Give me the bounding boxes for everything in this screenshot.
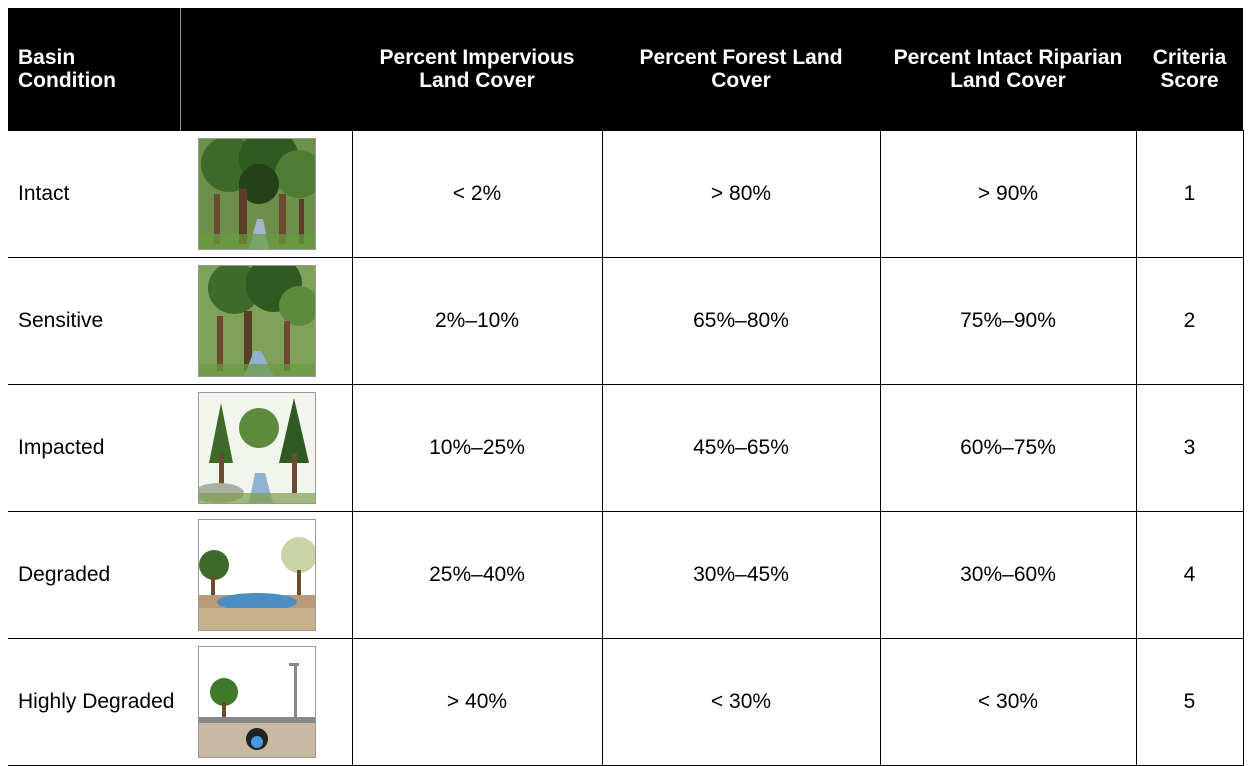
- riparian-cover: 30%–60%: [880, 511, 1137, 639]
- basin-illustration: [198, 519, 316, 631]
- impervious-cover: 2%–10%: [352, 257, 603, 385]
- impervious-cover: 25%–40%: [352, 511, 603, 639]
- criteria-score: 4: [1136, 511, 1244, 639]
- image-cell: [180, 257, 353, 385]
- header-cell: [180, 8, 352, 131]
- table-row: Degraded 25%–40% 30%–45% 30%–60% 4: [8, 511, 1244, 639]
- basin-illustration: [198, 392, 316, 504]
- image-cell: [180, 384, 353, 512]
- image-cell: [180, 638, 353, 766]
- basin-condition: Sensitive: [8, 257, 180, 385]
- criteria-score: 5: [1136, 638, 1244, 766]
- basin-illustration: [198, 646, 316, 758]
- criteria-score: 3: [1136, 384, 1244, 512]
- image-cell: [180, 130, 353, 258]
- header-cell: Basin Condition: [8, 8, 181, 131]
- impervious-cover: < 2%: [352, 130, 603, 258]
- basin-condition: Impacted: [8, 384, 180, 512]
- riparian-cover: 75%–90%: [880, 257, 1137, 385]
- forest-cover: 30%–45%: [602, 511, 881, 639]
- impervious-cover: 10%–25%: [352, 384, 603, 512]
- basin-illustration: [198, 265, 316, 377]
- table-row: Intact < 2% > 80% > 90% 1: [8, 130, 1244, 258]
- table-body: Intact < 2% > 80% > 90% 1 Sensitive 2%–10% 65%–…: [8, 130, 1244, 766]
- image-cell: [180, 511, 353, 639]
- basin-table: Basin Condition Percent Impervious Land …: [8, 8, 1244, 766]
- impervious-cover: > 40%: [352, 638, 603, 766]
- criteria-score: 1: [1136, 130, 1244, 258]
- header-cell: Criteria Score: [1136, 8, 1243, 131]
- basin-condition: Intact: [8, 130, 180, 258]
- forest-cover: < 30%: [602, 638, 881, 766]
- riparian-cover: < 30%: [880, 638, 1137, 766]
- table-row: Impacted 10%–25% 45%–65% 60%–75% 3: [8, 384, 1244, 512]
- table-row: Highly Degraded > 40% < 30% < 30% 5: [8, 638, 1244, 766]
- header-cell: Percent Intact Riparian Land Cover: [880, 8, 1136, 131]
- header-cell: Percent Impervious Land Cover: [352, 8, 602, 131]
- forest-cover: 45%–65%: [602, 384, 881, 512]
- basin-condition: Degraded: [8, 511, 180, 639]
- riparian-cover: > 90%: [880, 130, 1137, 258]
- riparian-cover: 60%–75%: [880, 384, 1137, 512]
- header-row: Basin Condition Percent Impervious Land …: [8, 8, 1243, 131]
- basin-condition: Highly Degraded: [8, 638, 180, 766]
- forest-cover: > 80%: [602, 130, 881, 258]
- forest-cover: 65%–80%: [602, 257, 881, 385]
- criteria-score: 2: [1136, 257, 1244, 385]
- basin-illustration: [198, 138, 316, 250]
- table-row: Sensitive 2%–10% 65%–80% 75%–90% 2: [8, 257, 1244, 385]
- header-cell: Percent Forest Land Cover: [602, 8, 880, 131]
